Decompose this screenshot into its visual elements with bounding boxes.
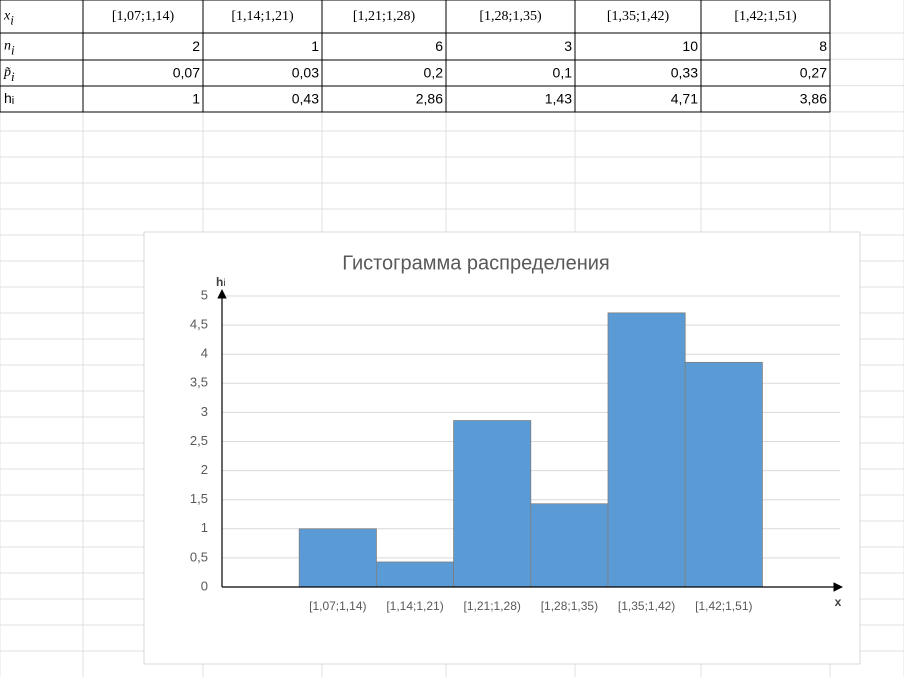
label-sub: i [11,69,15,84]
value-cell: 1,43 [545,91,572,107]
value-cell: 2 [192,38,200,54]
header-cell: [1,28;1,35) [479,9,542,24]
value-cell: 1 [192,91,200,107]
value-cell: 0,33 [671,65,698,81]
y-tick-label: 1,5 [190,491,208,506]
header-cell: [1,42;1,51) [734,9,797,24]
value-cell: 6 [435,38,443,54]
y-label-sub: i [223,278,225,289]
label-sub: i [12,95,14,107]
bar [530,503,609,588]
y-tick-label: 2 [201,462,208,477]
value-cell: 3,86 [800,91,827,107]
row-label: xi [3,9,14,28]
label-sub: i [10,12,14,27]
x-tick-label: [1,21;1,28) [464,599,521,613]
table: xi [1,07;1,14) [1,14;1,21) [1,21;1,28) [1,28… [0,0,831,113]
y-tick-label: 4,5 [190,317,208,332]
x-axis-label: x [835,595,842,609]
label-main: h [4,90,12,106]
value-cell: 10 [682,38,698,54]
y-tick-label: 0,5 [190,549,208,564]
chart-title: Гистограмма распределения [342,252,610,274]
label-main: n [4,39,11,54]
bar [684,361,763,588]
value-cell: 2,86 [416,91,443,107]
value-cell: 0,27 [800,65,827,81]
value-cell: 0,43 [292,91,319,107]
x-tick-label: [1,28;1,35) [541,599,598,613]
y-label-main: h [216,275,223,289]
value-cell: 0,03 [292,65,319,81]
value-cell: 8 [819,38,827,54]
value-cell: 1 [311,38,319,54]
bar [375,561,454,588]
row-label: hi [4,90,14,107]
y-tick-label: 3,5 [190,375,208,390]
y-tick-label: 5 [201,287,208,302]
y-tick-label: 4 [201,346,208,361]
header-cell: [1,21;1,28) [353,9,416,24]
label-main: p̃ [3,65,11,80]
x-tick-label: [1,14;1,21) [386,599,443,613]
bar [453,420,532,588]
value-cell: 0,1 [553,65,573,81]
value-cell: 3 [564,38,572,54]
x-tick-label: [1,42;1,51) [695,599,752,613]
x-tick-label: [1,07;1,14) [309,599,366,613]
y-tick-label: 1 [201,520,208,535]
header-cell: [1,14;1,21) [231,9,294,24]
y-tick-label: 0 [201,578,208,593]
y-tick-label: 2,5 [190,433,208,448]
row-label: ni [4,39,15,58]
value-cell: 0,2 [424,65,444,81]
chart: hi 0 0,5 1 1,5 2 2,5 3 3,5 4 4,5 5 [1,07;1,14) [1,14;… [190,275,840,613]
label-sub: i [11,42,15,57]
y-tick-label: 3 [201,404,208,419]
header-cell: [1,35;1,42) [607,9,670,24]
value-cell: 0,07 [173,65,200,81]
row-label: p̃i [3,65,15,84]
value-cell: 4,71 [671,91,698,107]
x-tick-label: [1,35;1,42) [618,599,675,613]
bar [298,528,377,588]
y-axis-label: hi [216,275,226,289]
bar [607,312,686,588]
label-main: x [3,9,11,24]
header-cell: [1,07;1,14) [112,9,175,24]
